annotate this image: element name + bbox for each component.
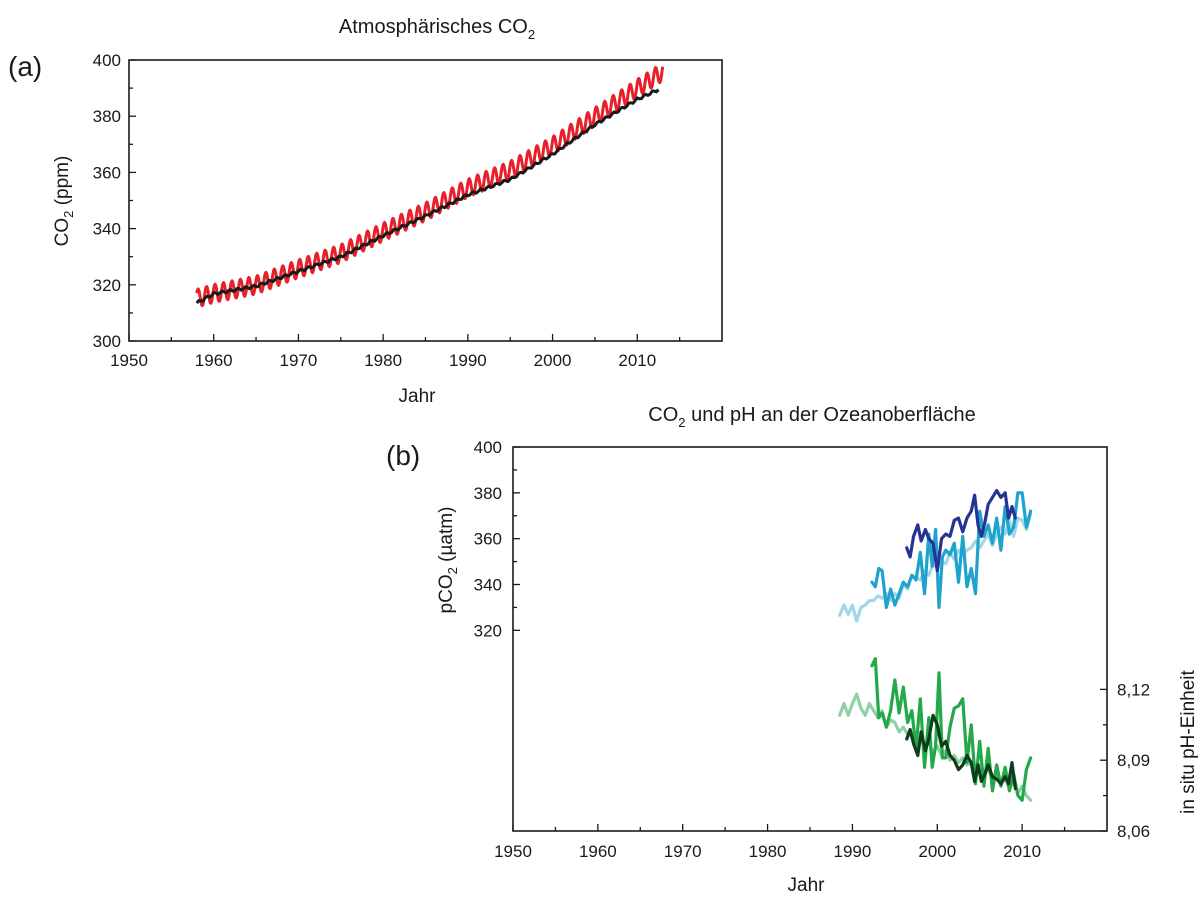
panel-b-ocean-co2-ph: CO2 und pH an der Ozeanoberfläche (b) pC…: [386, 404, 1199, 896]
panel-b-x-tick-label: 1960: [579, 842, 617, 861]
panel-a-y-tick-label: 320: [93, 276, 121, 295]
panel-a-letter: (a): [8, 51, 42, 82]
panel-a-x-tick-label: 1980: [364, 351, 402, 370]
panel-b-series: [838, 488, 1033, 802]
panel-b-right-y-tick-label: 8,12: [1117, 680, 1150, 699]
panel-b-x-tick-label: 1970: [664, 842, 702, 861]
series-line-pco2_dark: [905, 488, 1017, 573]
panel-a-x-tick-label: 1950: [110, 351, 148, 370]
panel-b-x-tick-label: 1980: [749, 842, 787, 861]
panel-a-x-tick-label: 1970: [280, 351, 318, 370]
panel-b-left-y-tick-label: 360: [474, 530, 502, 549]
panel-b-right-y-tick-label: 8,06: [1117, 822, 1150, 841]
panel-b-right-y-axis-label: in situ pH-Einheit: [1178, 669, 1199, 813]
panel-a-frame: [128, 59, 723, 342]
panel-a-x-tick-label: 1990: [449, 351, 487, 370]
panel-a-x-tick-label: 2000: [534, 351, 572, 370]
panel-b-title: CO2 und pH an der Ozeanoberfläche: [648, 404, 975, 430]
panel-a-series: [195, 65, 665, 308]
panel-b-left-y-tick-label: 380: [474, 484, 502, 503]
panel-b-left-y-axis-label: pCO2 (µatm): [436, 507, 460, 614]
panel-b-frame: [512, 446, 1108, 832]
panel-a-y-tick-label: 360: [93, 163, 121, 182]
panel-b-x-tick-label: 2010: [1003, 842, 1041, 861]
panel-a-y-tick-label: 300: [93, 332, 121, 351]
panel-b-right-y-tick-label: 8,09: [1117, 751, 1150, 770]
panel-b-x-tick-label: 2000: [918, 842, 956, 861]
panel-a-y-tick-label: 380: [93, 107, 121, 126]
panel-a-y-tick-label: 340: [93, 220, 121, 239]
panel-a-y-tick-label: 400: [93, 51, 121, 70]
panel-b-left-y-tick-label: 340: [474, 576, 502, 595]
panel-b-left-y-tick-label: 320: [474, 621, 502, 640]
panel-b-x-axis-label: Jahr: [788, 875, 826, 896]
panel-a-x-tick-label: 2010: [618, 351, 656, 370]
panel-b-letter: (b): [386, 440, 420, 471]
panel-a-atmospheric-co2: Atmosphärisches CO2 (a) CO2 (ppm) Jahr 1…: [8, 16, 723, 407]
panel-b-x-tick-label: 1950: [494, 842, 532, 861]
series-line-ph_mid: [870, 657, 1033, 802]
panel-a-ticks: 1950 1960 1970 1980 1990 2000 2010 300 320 340 360…: [93, 51, 681, 370]
panel-a-x-axis-label: Jahr: [399, 386, 437, 407]
panel-b-left-y-tick-label: 400: [474, 438, 502, 457]
series-line-ph_dark: [905, 713, 1017, 791]
panel-a-y-axis-label: CO2 (ppm): [52, 156, 76, 247]
panel-b-ticks: 1950 1960 1970 1980 1990 2000 2010 320 340 360 380…: [474, 438, 1150, 861]
series-line-pco2_mid: [870, 491, 1033, 610]
panel-a-title: Atmosphärisches CO2: [339, 16, 535, 42]
panel-b-x-tick-label: 1990: [834, 842, 872, 861]
series-line-annual: [195, 88, 660, 305]
series-line-monthly: [195, 65, 665, 308]
panel-a-x-tick-label: 1960: [195, 351, 233, 370]
